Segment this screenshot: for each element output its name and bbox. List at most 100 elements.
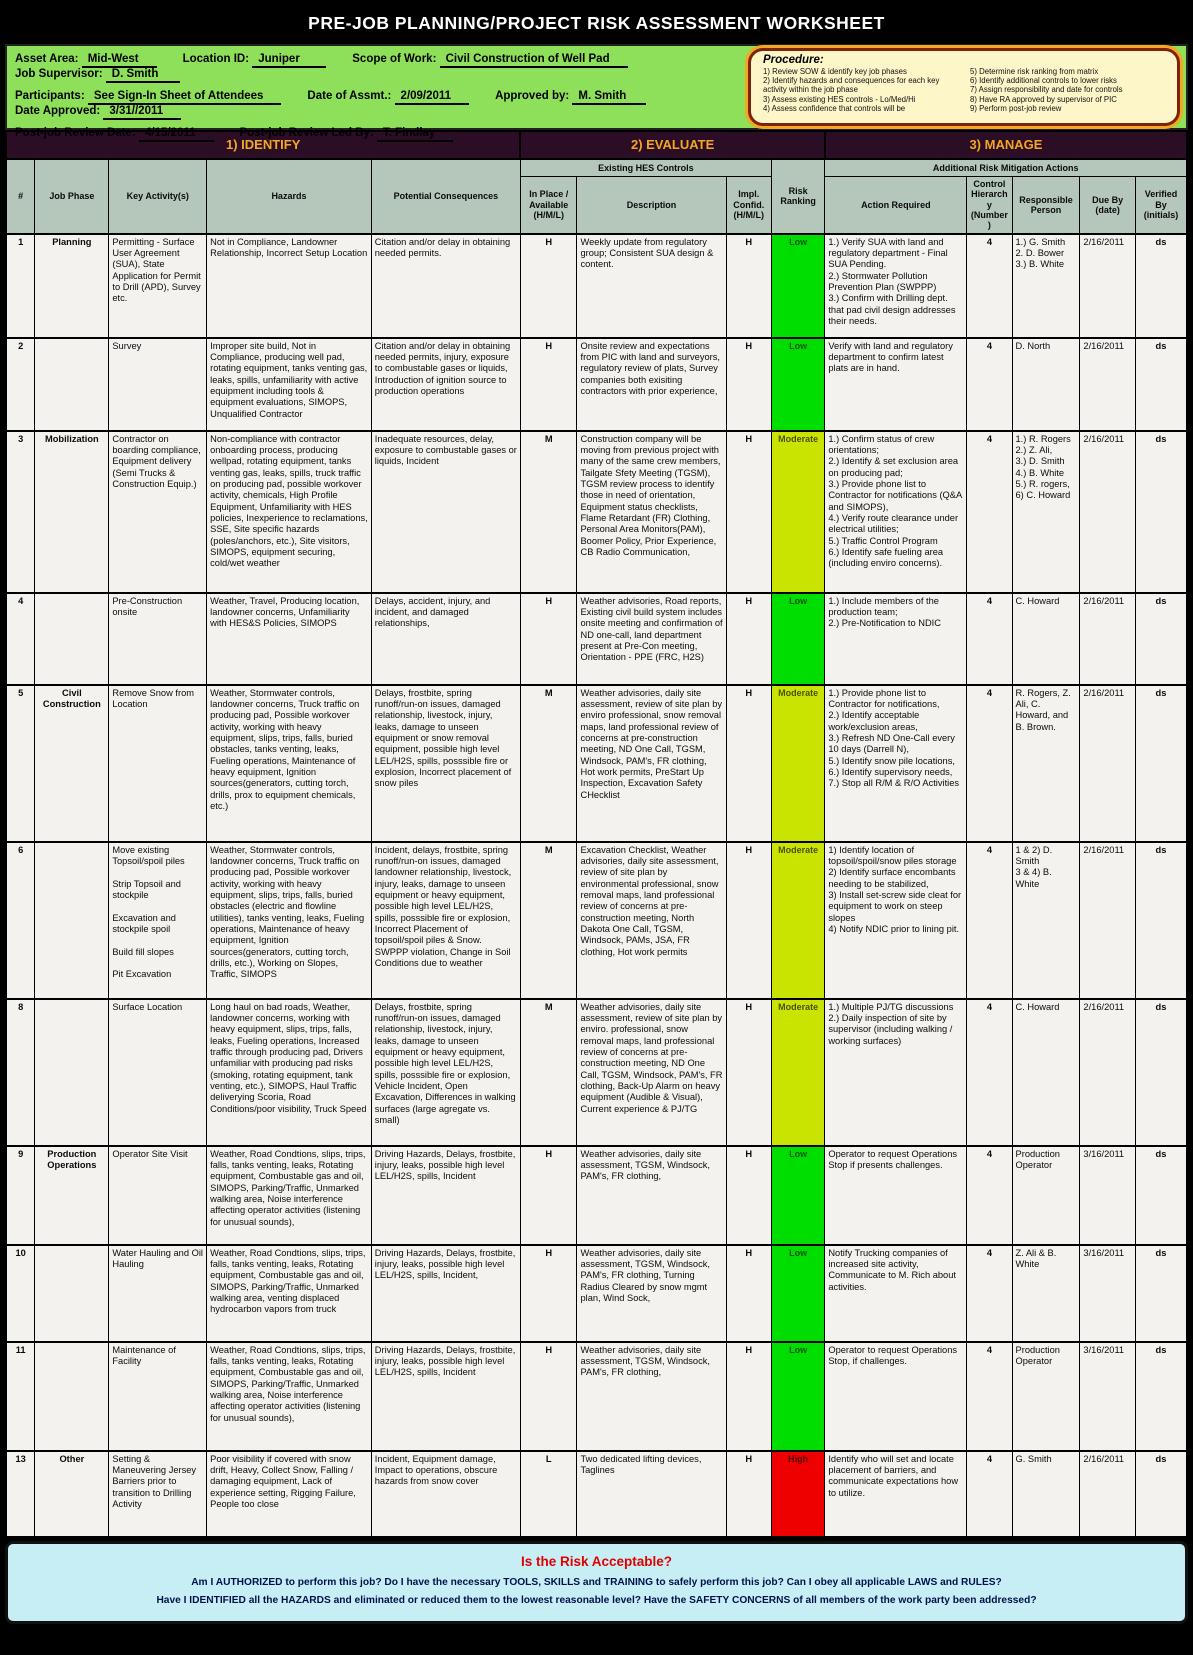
risk-acceptable-title: Is the Risk Acceptable?	[520, 1553, 673, 1569]
cell-responsible-person: R. Rogers, Z. Ali, C. Howard, and B. Bro…	[1011, 683, 1081, 843]
cell-impl-confid: H	[725, 1449, 772, 1538]
table-row: 8 Surface Location Long haul on bad road…	[5, 997, 1188, 1147]
cell-risk-ranking: Low	[770, 336, 826, 432]
cell-responsible-person: Production Operator	[1011, 1340, 1081, 1452]
cell-key-activity: Contractor on boarding compliance, Equip…	[108, 429, 208, 594]
cell-job-phase	[34, 591, 110, 686]
cell-potential-consequences: Driving Hazards, Delays, frostbite, inju…	[370, 1340, 521, 1452]
cell-key-activity: Setting & Maneuvering Jersey Barriers pr…	[108, 1449, 208, 1538]
cell-responsible-person: C. Howard	[1011, 591, 1081, 686]
procedure-step: 8) Have RA approved by supervisor of PIC	[970, 94, 1117, 104]
cell-in-place: H	[519, 1144, 578, 1246]
header-field-value: M. Smith	[572, 90, 647, 105]
header-field-value: Mid-West	[81, 53, 157, 68]
cell-verified-by: ds	[1134, 1243, 1188, 1343]
cell-job-phase	[34, 1340, 110, 1452]
cell-job-phase	[34, 336, 110, 432]
header-info-panel: Asset Area: Mid-West Location ID: Juniper…	[5, 44, 1188, 142]
cell-description: Construction company will be moving from…	[576, 429, 727, 594]
header-field-label: Date Approved:	[15, 105, 101, 117]
cell-row-number: 2	[5, 336, 36, 432]
table-row: 3 Mobilization Contractor on boarding co…	[5, 429, 1188, 594]
col-description: Description	[576, 175, 727, 235]
cell-impl-confid: H	[725, 997, 772, 1147]
cell-potential-consequences: Delays, frostbite, spring runoff/run-on …	[370, 683, 521, 843]
header-field-label: Location ID:	[182, 53, 250, 65]
cell-due-by: 2/16/2011	[1079, 591, 1136, 686]
cell-responsible-person: C. Howard	[1011, 997, 1081, 1147]
table-row: 9 Production Operations Operator Site Vi…	[5, 1144, 1188, 1246]
cell-potential-consequences: Citation and/or delay in obtaining neede…	[370, 232, 521, 339]
cell-due-by: 2/16/2011	[1079, 997, 1136, 1147]
cell-row-number: 5	[5, 683, 36, 843]
cell-responsible-person: G. Smith	[1011, 1449, 1081, 1538]
cell-action-required: 1.) Provide phone list to Contractor for…	[824, 683, 968, 843]
risk-acceptable-panel: Is the Risk Acceptable? Am I AUTHORIZED …	[5, 1540, 1188, 1624]
cell-hazards: Weather, Road Condtions, slips, trips, f…	[206, 1340, 372, 1452]
header-field-label: Participants:	[15, 90, 85, 102]
cell-potential-consequences: Driving Hazards, Delays, frostbite, inju…	[370, 1243, 521, 1343]
cell-risk-ranking: Low	[770, 1340, 826, 1452]
cell-potential-consequences: Incident, delays, frostbite, spring runo…	[370, 840, 521, 1000]
cell-row-number: 3	[5, 429, 36, 594]
procedure-step: 6) Identify additional controls to lower…	[970, 76, 1117, 86]
table-row: 13 Other Setting & Maneuvering Jersey Ba…	[5, 1449, 1188, 1538]
header-field-value: See Sign-In Sheet of Attendees	[87, 90, 282, 105]
cell-control-hierarchy: 4	[966, 232, 1013, 339]
cell-in-place: H	[519, 1243, 578, 1343]
cell-action-required: Notify Trucking companies of increased s…	[824, 1243, 968, 1343]
cell-risk-ranking: Low	[770, 591, 826, 686]
cell-key-activity: Move existing Topsoil/spoil piles Strip …	[108, 840, 208, 1000]
header-field-value: D. Smith	[105, 68, 180, 83]
cell-control-hierarchy: 4	[966, 1340, 1013, 1452]
col-potential-consequences: Potential Consequences	[370, 158, 521, 235]
cell-in-place: M	[519, 840, 578, 1000]
risk-acceptable-question-1: Am I AUTHORIZED to perform this job? Do …	[191, 1576, 1002, 1588]
cell-due-by: 3/16/2011	[1079, 1243, 1136, 1343]
col-in-place: In Place / Available (H/M/L)	[519, 175, 578, 235]
cell-row-number: 4	[5, 591, 36, 686]
cell-verified-by: ds	[1134, 591, 1188, 686]
cell-risk-ranking: Low	[770, 232, 826, 339]
cell-row-number: 6	[5, 840, 36, 1000]
table-row: 4 Pre-Construction onsite Weather, Trave…	[5, 591, 1188, 686]
header-field: Date Approved: 3/31//2011	[15, 105, 182, 120]
procedure-box: Procedure: 1) Review SOW & identify key …	[748, 48, 1180, 126]
cell-due-by: 2/16/2011	[1079, 683, 1136, 843]
section-identify: 1) IDENTIFY	[4, 130, 522, 160]
cell-risk-ranking: Moderate	[770, 840, 826, 1000]
risk-assessment-table: 1) IDENTIFY 2) EVALUATE 3) MANAGE # Job …	[4, 130, 1189, 1538]
section-band: 1) IDENTIFY 2) EVALUATE 3) MANAGE	[4, 130, 1189, 160]
cell-in-place: M	[519, 997, 578, 1147]
cell-verified-by: ds	[1134, 1449, 1188, 1538]
header-field: Post-job Review Led By: T. Findlay	[240, 127, 454, 142]
procedure-step: 5) Determine risk ranking from matrix	[970, 67, 1099, 76]
cell-impl-confid: H	[725, 1144, 772, 1246]
cell-description: Excavation Checklist, Weather advisories…	[576, 840, 727, 1000]
header-field-value: Civil Construction of Well Pad	[439, 53, 628, 68]
cell-in-place: H	[519, 1340, 578, 1452]
procedure-column-right: 5) Determine risk ranking from matrix 6) …	[970, 67, 1169, 113]
cell-action-required: Verify with land and regulatory departme…	[824, 336, 968, 432]
cell-job-phase: Production Operations	[34, 1144, 110, 1246]
header-field-label: Approved by:	[495, 90, 570, 102]
col-key-activity: Key Activity(s)	[108, 158, 208, 235]
page-title: PRE-JOB PLANNING/PROJECT RISK ASSESSMENT…	[308, 13, 885, 33]
cell-verified-by: ds	[1134, 429, 1188, 594]
cell-hazards: Weather, Road Condtions, slips, trips, f…	[206, 1243, 372, 1343]
col-risk-ranking: Risk Ranking	[770, 158, 826, 235]
procedure-step: 4) Assess confidence that controls will …	[763, 103, 906, 113]
col-responsible-person: Responsible Person	[1011, 175, 1081, 235]
procedure-step: 1) Review SOW & identify key job phases	[763, 67, 907, 76]
cell-risk-ranking: Moderate	[770, 683, 826, 843]
cell-impl-confid: H	[725, 591, 772, 686]
group-existing-hes-controls: Existing HES Controls	[519, 158, 772, 177]
header-field-value: 2/09/2011	[394, 90, 470, 105]
cell-potential-consequences: Inadequate resources, delay, exposure to…	[370, 429, 521, 594]
cell-job-phase: Planning	[34, 232, 110, 339]
cell-hazards: Weather, Travel, Producing location, lan…	[206, 591, 372, 686]
header-field: Job Supervisor: D. Smith	[15, 68, 180, 83]
cell-job-phase: Other	[34, 1449, 110, 1538]
cell-action-required: 1.) Multiple PJ/TG discussions 2.) Daily…	[824, 997, 968, 1147]
header-row: Asset Area: Mid-West Location ID: Juniper…	[15, 53, 757, 83]
